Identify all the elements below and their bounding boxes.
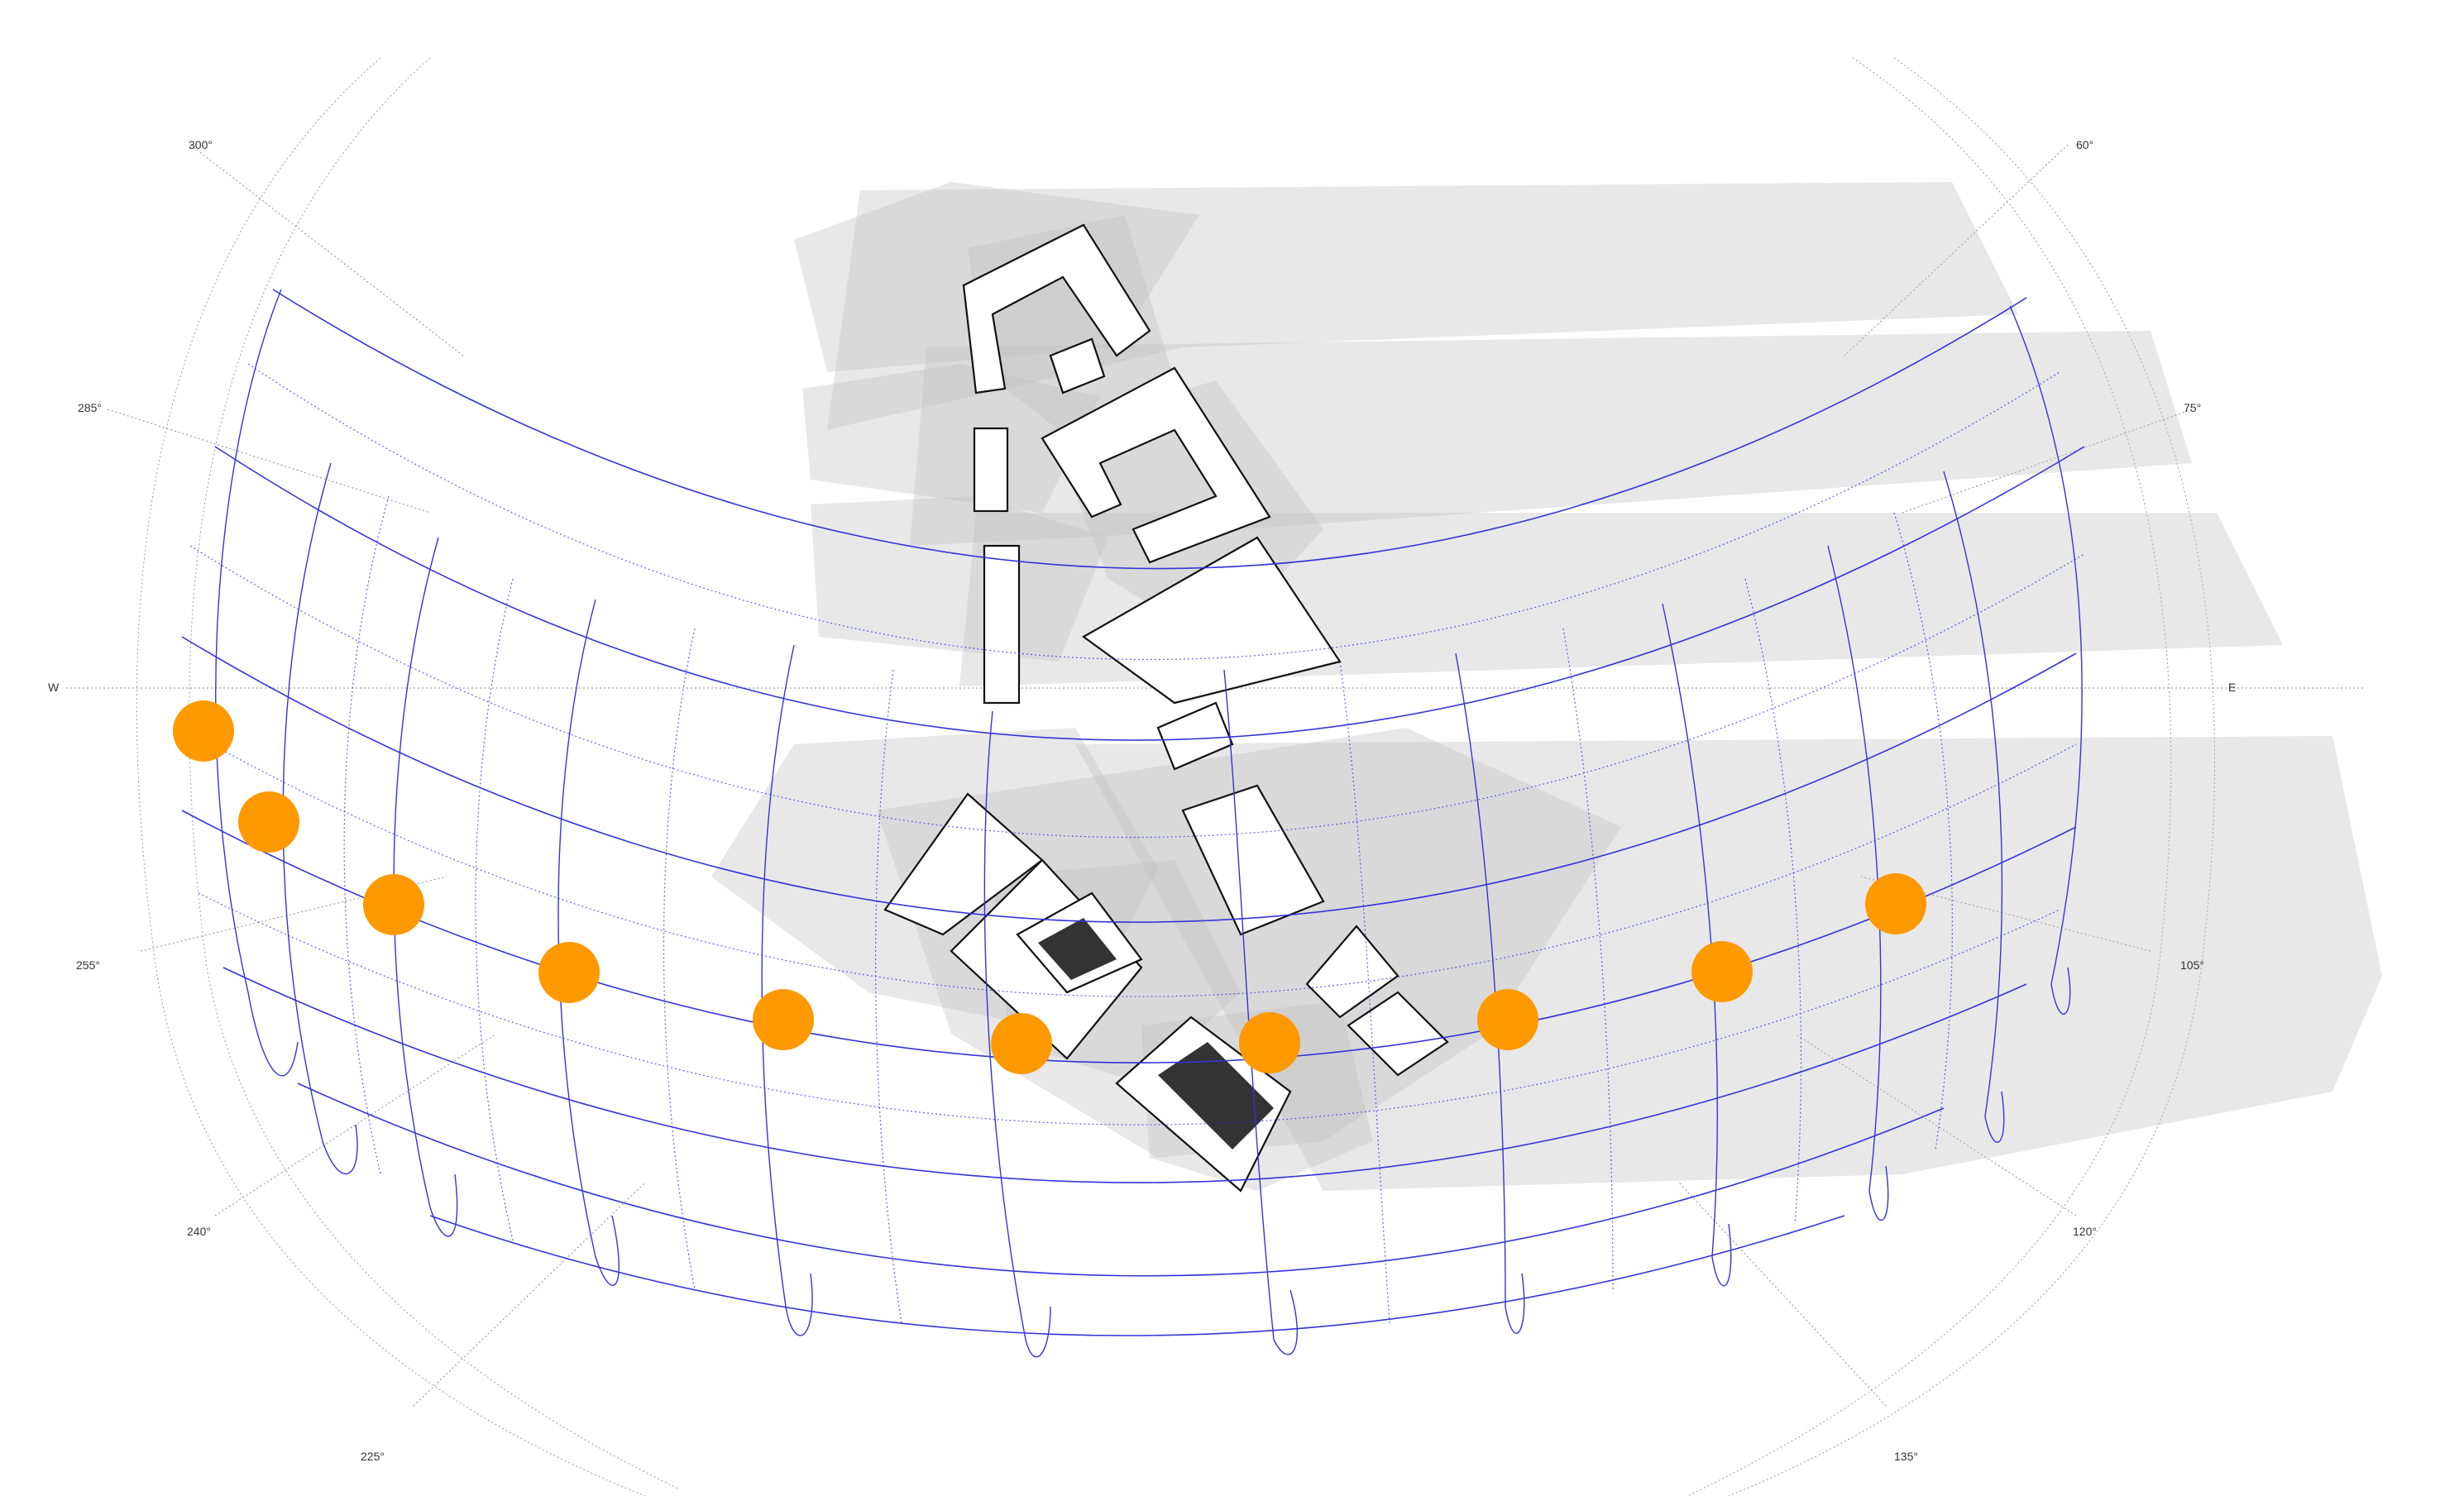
building-west-slab [983,544,1021,705]
hour-loop-1 [215,289,299,1077]
hour-loop-dotted-8 [1893,512,1953,1150]
compass-label-300: 300° [189,138,213,151]
hour-loop-7 [1223,669,1298,1355]
sun-path-diagram [181,289,2085,1358]
building-mid-l-block [1041,366,1271,564]
hour-loop-2 [282,462,358,1175]
building-south-east [1305,925,1399,1019]
hour-loop-dotted-3 [663,628,696,1291]
sun-marker [1477,989,1538,1050]
sun-path-arc-5 [222,967,2027,1183]
sun-marker [1239,1012,1300,1073]
sun-path-arc-1 [272,289,2027,570]
shadow-middle-block-west [802,364,1100,513]
sun-marker [363,874,424,935]
compass-labels: 300° 60° 285° 75° W E 255° 105° 240° 120… [48,138,2236,1463]
building-south-tail-core [1158,1042,1274,1149]
hour-loop-dotted-5 [1339,661,1390,1324]
building-south-courtyard-core [1038,918,1117,980]
building-south-east-2 [1347,991,1449,1077]
hour-loop-4 [557,599,620,1286]
sun-marker [1865,873,1926,934]
compass-label-135: 135° [1894,1450,1918,1463]
hour-loop-dotted-7 [1744,578,1802,1225]
compass-label-225: 225° [361,1450,385,1463]
compass-label-255: 255° [76,958,100,972]
shadow-layer [711,182,2382,1191]
hour-loop-8 [1455,652,1525,1334]
sun-path-arc-2 [214,446,2085,741]
building-north-u-block [962,223,1151,394]
sun-marker [991,1013,1052,1074]
sun-path-arc-6 [297,1083,1945,1277]
compass-label-east: E [2228,681,2236,694]
sun-marker [1691,941,1753,1002]
hour-loop-5 [761,644,813,1336]
compass-label-105: 105° [2180,958,2204,972]
sun-path-dotted-arc-1 [247,363,2060,661]
hour-loop-dotted-2 [475,578,514,1241]
sun-path-arc-7 [429,1215,1845,1336]
shadow-north-block-east [827,182,2018,430]
sun-marker [238,791,299,853]
compass-label-60: 60° [2076,138,2093,151]
compass-label-120: 120° [2073,1225,2097,1238]
compass-label-75: 75° [2184,401,2201,414]
sun-path-dotted-arc-2 [189,545,2085,839]
sun-path-arc-4 [181,810,2077,1063]
building-mid-small [1156,701,1234,771]
building-north-small [1049,337,1106,394]
shadow-middle-block-west-2 [811,496,1108,662]
sun-path-dotted-arc-3 [181,727,2077,997]
sun-marker [753,989,814,1050]
hour-loop-11 [1943,471,2005,1143]
sun-markers [173,700,1926,1074]
compass-label-285: 285° [78,401,102,414]
building-south-center [1181,784,1325,936]
sun-marker [538,942,600,1003]
compass-label-west: W [48,681,60,694]
hour-loop-10 [1827,545,1889,1221]
sun-path-dotted-arc-4 [198,892,2060,1126]
hour-loop-dotted-1 [343,495,390,1175]
hour-loop-3 [393,537,458,1237]
sun-marker [173,700,234,762]
hour-loop-6 [983,710,1051,1358]
hour-loop-9 [1662,603,1732,1287]
hour-loop-12 [2009,305,2083,1015]
sun-path-arc-3 [181,636,2077,923]
compass-label-240: 240° [187,1225,211,1238]
building-north-slab [973,427,1009,513]
